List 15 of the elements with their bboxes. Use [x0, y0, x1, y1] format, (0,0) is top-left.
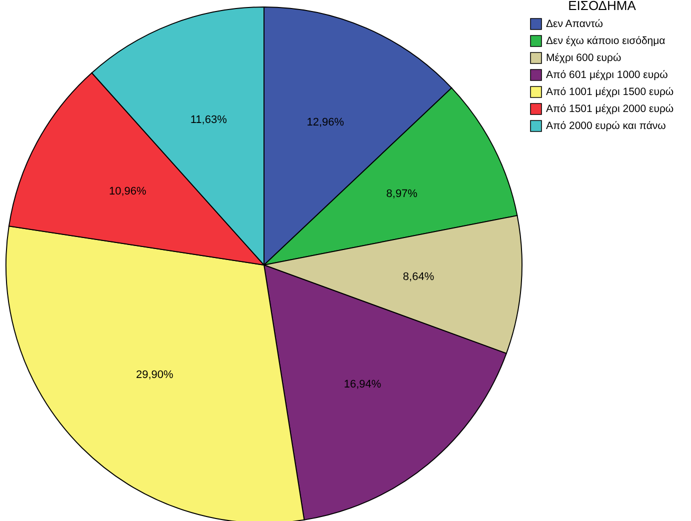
legend-label: Από 1501 μέχρι 2000 ευρώ	[546, 103, 674, 115]
legend-title: ΕΙΣΟΔΗΜΑ	[568, 0, 636, 13]
data-label: 10,96%	[109, 185, 147, 198]
legend-label: Μέχρι 600 ευρώ	[546, 52, 622, 64]
legend-label: Από 1001 μέχρι 1500 ευρώ	[546, 86, 674, 98]
data-label: 29,90%	[136, 368, 174, 381]
legend-label: Από 2000 ευρώ και πάνω	[546, 120, 666, 132]
legend-label: Δεν Απαντώ	[546, 18, 603, 30]
data-label: 16,94%	[344, 378, 382, 391]
data-label: 8,97%	[386, 188, 418, 200]
data-label: 11,63%	[190, 114, 228, 126]
legend-label: Δεν έχω κάποιο εισόδημα	[546, 35, 666, 47]
data-label: 12,96%	[306, 116, 344, 129]
data-label: 8,64%	[402, 271, 434, 284]
legend-label: Από 601 μέχρι 1000 ευρώ	[546, 69, 668, 81]
